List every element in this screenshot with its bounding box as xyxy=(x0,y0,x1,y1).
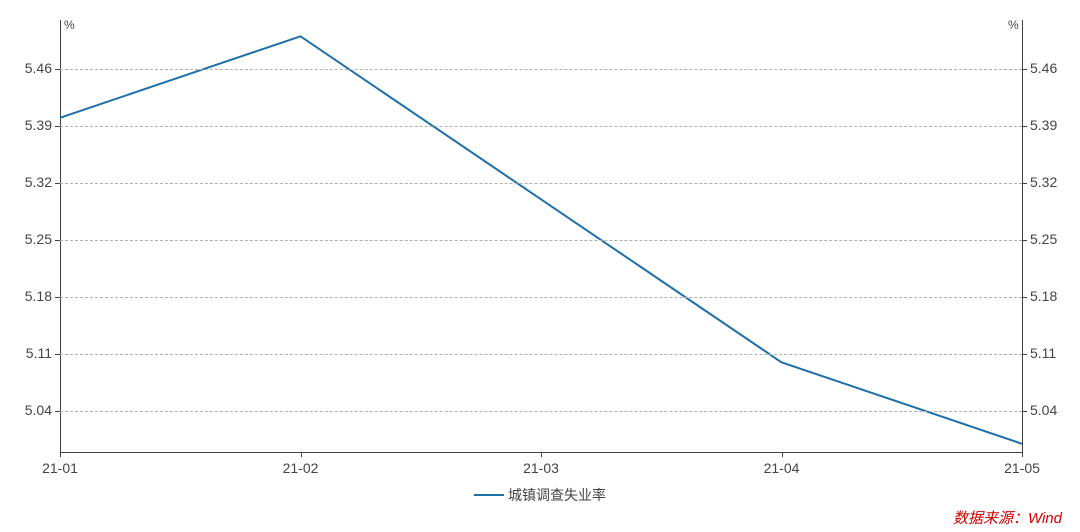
y-tick-right: 5.39 xyxy=(1030,117,1057,133)
x-tick-mark xyxy=(301,452,302,457)
y-tick-left: 5.39 xyxy=(25,117,52,133)
y-unit-right: % xyxy=(1008,18,1019,32)
y-tick-mark xyxy=(1022,411,1027,412)
x-tick: 21-05 xyxy=(1004,460,1040,476)
gridline xyxy=(60,183,1022,184)
y-tick-left: 5.11 xyxy=(26,345,52,361)
gridline xyxy=(60,126,1022,127)
y-tick-right: 5.18 xyxy=(1030,288,1057,304)
gridline xyxy=(60,297,1022,298)
y-tick-right: 5.04 xyxy=(1030,402,1057,418)
y-tick-mark xyxy=(1022,69,1027,70)
x-tick-mark xyxy=(1022,452,1023,457)
gridline xyxy=(60,411,1022,412)
legend-label: 城镇调查失业率 xyxy=(508,485,606,505)
y-tick-mark xyxy=(1022,297,1027,298)
y-tick-mark xyxy=(1022,354,1027,355)
y-tick-mark xyxy=(55,240,60,241)
y-tick-mark xyxy=(55,126,60,127)
legend: 城镇调查失业率 xyxy=(474,485,606,505)
y-unit-left: % xyxy=(64,18,75,32)
y-tick-mark xyxy=(55,69,60,70)
y-tick-mark xyxy=(1022,126,1027,127)
x-tick: 21-03 xyxy=(523,460,559,476)
y-tick-left: 5.46 xyxy=(25,60,52,76)
y-tick-left: 5.18 xyxy=(25,288,52,304)
y-tick-right: 5.32 xyxy=(1030,174,1057,190)
x-tick-mark xyxy=(60,452,61,457)
right-y-axis xyxy=(1022,20,1023,452)
y-tick-left: 5.04 xyxy=(25,402,52,418)
gridline xyxy=(60,69,1022,70)
x-tick: 21-02 xyxy=(283,460,319,476)
y-tick-mark xyxy=(1022,240,1027,241)
data-source-label: 数据来源：Wind xyxy=(953,507,1062,528)
x-tick-mark xyxy=(541,452,542,457)
line-chart-svg xyxy=(60,20,1022,452)
gridline xyxy=(60,240,1022,241)
legend-line-sample xyxy=(474,494,504,496)
y-tick-left: 5.25 xyxy=(25,231,52,247)
y-tick-mark xyxy=(55,354,60,355)
y-tick-mark xyxy=(55,183,60,184)
x-tick: 21-04 xyxy=(764,460,800,476)
gridline xyxy=(60,354,1022,355)
y-tick-right: 5.11 xyxy=(1030,345,1056,361)
x-tick-mark xyxy=(782,452,783,457)
x-tick: 21-01 xyxy=(42,460,78,476)
y-tick-right: 5.25 xyxy=(1030,231,1057,247)
y-tick-mark xyxy=(1022,183,1027,184)
y-tick-left: 5.32 xyxy=(25,174,52,190)
y-tick-mark xyxy=(55,297,60,298)
plot-area xyxy=(60,20,1022,453)
y-tick-mark xyxy=(55,411,60,412)
y-tick-right: 5.46 xyxy=(1030,60,1057,76)
